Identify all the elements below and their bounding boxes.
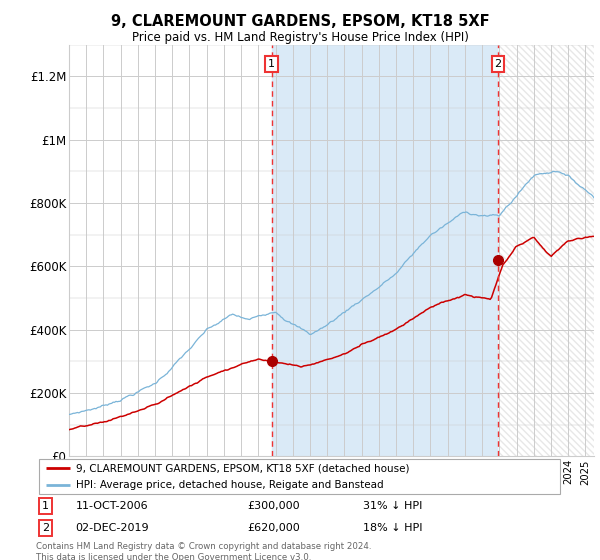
Text: £300,000: £300,000 — [247, 501, 300, 511]
Bar — [272, 45, 498, 456]
Bar — [498, 45, 594, 456]
Text: 1: 1 — [42, 501, 49, 511]
Text: £620,000: £620,000 — [247, 523, 300, 533]
Text: 9, CLAREMOUNT GARDENS, EPSOM, KT18 5XF (detached house): 9, CLAREMOUNT GARDENS, EPSOM, KT18 5XF (… — [76, 463, 409, 473]
Text: 2: 2 — [494, 59, 502, 69]
Text: HPI: Average price, detached house, Reigate and Banstead: HPI: Average price, detached house, Reig… — [76, 480, 383, 490]
Text: 02-DEC-2019: 02-DEC-2019 — [76, 523, 149, 533]
Text: 9, CLAREMOUNT GARDENS, EPSOM, KT18 5XF: 9, CLAREMOUNT GARDENS, EPSOM, KT18 5XF — [110, 14, 490, 29]
Text: 18% ↓ HPI: 18% ↓ HPI — [364, 523, 423, 533]
Text: 11-OCT-2006: 11-OCT-2006 — [76, 501, 148, 511]
Text: 31% ↓ HPI: 31% ↓ HPI — [364, 501, 423, 511]
Text: Price paid vs. HM Land Registry's House Price Index (HPI): Price paid vs. HM Land Registry's House … — [131, 31, 469, 44]
Text: 1: 1 — [268, 59, 275, 69]
Text: 2: 2 — [42, 523, 49, 533]
Text: Contains HM Land Registry data © Crown copyright and database right 2024.
This d: Contains HM Land Registry data © Crown c… — [36, 542, 371, 560]
FancyBboxPatch shape — [38, 459, 560, 494]
